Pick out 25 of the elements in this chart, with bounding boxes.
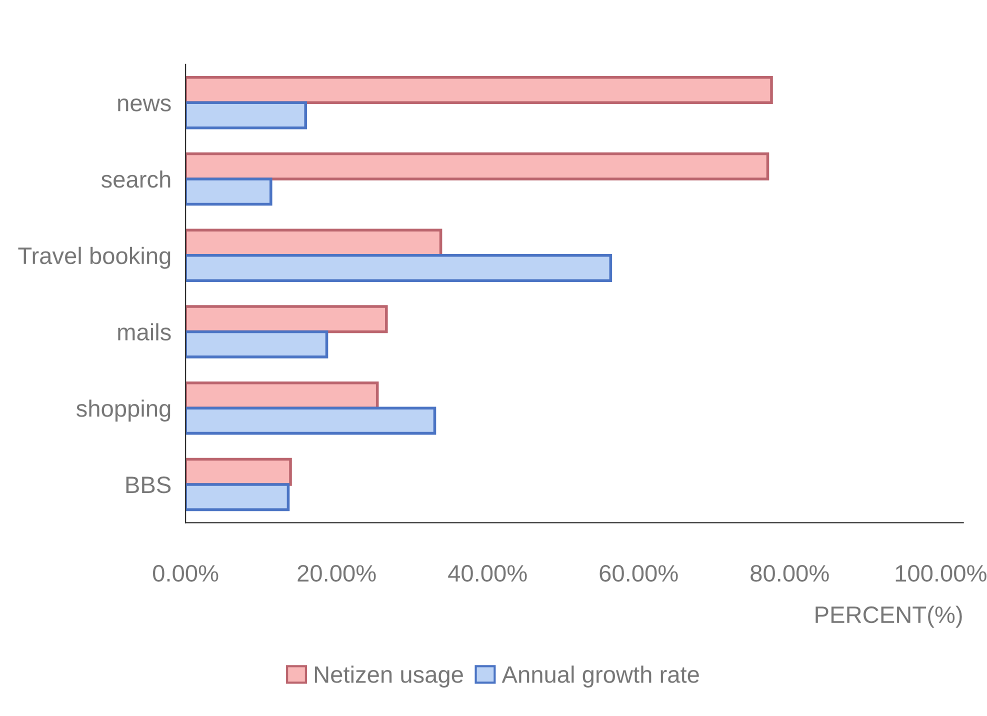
bar [186, 305, 388, 334]
bar [186, 254, 612, 282]
x-tick-label: 20.00% [298, 564, 376, 582]
y-tick-label: search [101, 170, 170, 188]
y-tick-label: BBS [126, 476, 171, 494]
bar [186, 406, 436, 435]
legend-label: Annual growth rate [502, 666, 699, 688]
bar [186, 101, 308, 130]
x-tick-label: 0.00% [153, 564, 218, 582]
bar [186, 178, 272, 206]
y-tick-label: shopping [76, 400, 170, 422]
bar [186, 458, 292, 486]
y-tick-label: news [118, 98, 171, 112]
x-axis-title: PERCENT(%) [816, 606, 962, 628]
bar [186, 330, 328, 358]
bar [186, 483, 290, 512]
y-tick-label: mails [118, 323, 171, 341]
bar [186, 152, 770, 180]
bar [186, 76, 773, 104]
x-tick-label: 60.00% [600, 564, 678, 582]
x-tick-label: 40.00% [448, 564, 527, 582]
x-tick-label: 80.00% [750, 564, 829, 582]
x-tick-label: 100.00% [896, 564, 986, 582]
legend-label: Netizen usage [314, 666, 463, 688]
y-tick-label: Travel booking [18, 246, 170, 269]
